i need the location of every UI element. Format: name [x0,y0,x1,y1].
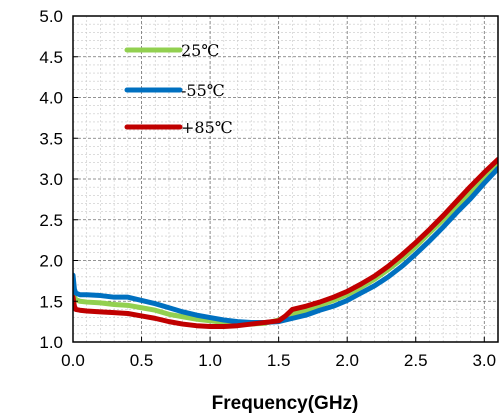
x-tick-label: 0.5 [130,351,154,370]
grid [73,16,498,342]
y-tick-label: 1.0 [39,333,63,352]
x-tick-label: 2.0 [335,351,359,370]
y-tick-label: 3.5 [39,129,63,148]
y-tick-label: 4.0 [39,89,63,108]
y-tick-label: 3.0 [39,170,63,189]
y-tick-label: 5.0 [39,7,63,26]
axis-ticks: 0.0 0.5 1.0 1.5 2.0 2.5 3.0 1.0 1.5 2.0 2.5 3.0 3.5 4… [39,7,496,370]
x-tick-label: 1.5 [267,351,291,370]
y-tick-label: 2.0 [39,252,63,271]
series-layer [73,156,498,330]
y-tick-label: 1.5 [39,292,63,311]
x-axis-label: Frequency(GHz) [212,393,359,414]
x-tick-label: 0.0 [61,351,85,370]
x-tick-label: 1.0 [198,351,222,370]
legend-label-1: -55℃ [181,81,225,100]
y-tick-label: 4.5 [39,48,63,67]
y-tick-label: 2.5 [39,211,63,230]
legend: 25℃ -55℃ +85℃ [124,41,233,137]
x-tick-label: 3.0 [472,351,496,370]
x-tick-label: 2.5 [404,351,428,370]
legend-label-0: 25℃ [181,41,219,60]
legend-label-2: +85℃ [181,118,233,137]
series-line-2 [73,156,498,330]
